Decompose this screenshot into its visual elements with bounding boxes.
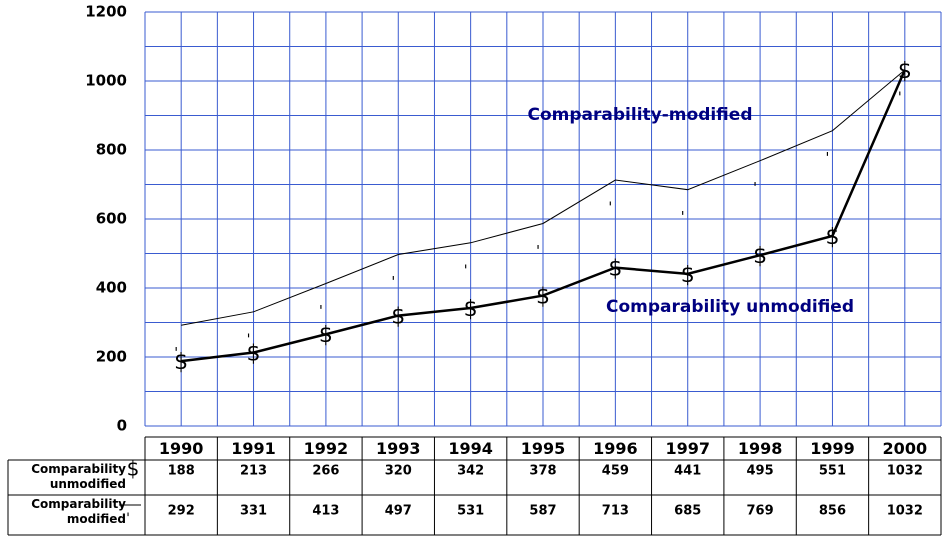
- x-tick-label: 1994: [448, 439, 493, 458]
- annotation: Comparability unmodified: [606, 297, 854, 317]
- row-label: Comparability unmodified: [31, 462, 126, 491]
- series-line: [181, 69, 906, 363]
- x-tick-label: 2000: [883, 439, 928, 458]
- table-value: 551: [819, 464, 846, 479]
- marker: $: [608, 257, 622, 282]
- marker: $: [898, 59, 912, 84]
- table-value: 266: [312, 464, 339, 479]
- x-tick-label: 1995: [521, 439, 566, 458]
- row-label-text: Comparability unmodified: [31, 462, 126, 491]
- table-value: 188: [168, 464, 195, 479]
- marker: $: [319, 323, 333, 348]
- table-value: 685: [674, 504, 701, 519]
- marker: ': [681, 210, 685, 226]
- marker: $: [247, 342, 261, 367]
- x-tick-label: 1993: [376, 439, 421, 458]
- table-value: 342: [457, 464, 484, 479]
- marker: ': [826, 151, 830, 167]
- y-tick-label: 200: [96, 348, 127, 366]
- x-tick-label: 1991: [231, 439, 276, 458]
- table-value: 497: [385, 504, 412, 519]
- marker: ': [391, 275, 395, 291]
- x-tick-label: 1996: [593, 439, 638, 458]
- table-value: 1032: [887, 504, 923, 519]
- marker: $: [825, 225, 839, 250]
- table-value: 213: [240, 464, 267, 479]
- y-tick-label: 400: [96, 279, 127, 297]
- table-value: 1032: [887, 464, 923, 479]
- table-value: 413: [312, 504, 339, 519]
- marker: $: [753, 244, 767, 269]
- x-tick-label: 1999: [810, 439, 855, 458]
- marker: ': [174, 345, 178, 361]
- table-value: 769: [747, 504, 774, 519]
- table-value: 378: [529, 464, 556, 479]
- x-tick-label: 1992: [304, 439, 349, 458]
- y-tick-label: 1000: [85, 72, 127, 90]
- marker: ': [898, 90, 902, 106]
- marker: ': [247, 332, 251, 348]
- marker: ': [753, 181, 757, 197]
- marker: $: [464, 297, 478, 322]
- y-tick-label: 1200: [85, 3, 127, 21]
- y-tick-label: 800: [96, 141, 127, 159]
- y-tick-label: 0: [117, 417, 127, 435]
- annotation: Comparability-modified: [528, 105, 753, 125]
- table-value: 713: [602, 504, 629, 519]
- legend-marker: ': [126, 512, 130, 527]
- table-value: 459: [602, 464, 629, 479]
- row-label: Comparability modified: [31, 497, 126, 526]
- marker: ': [536, 243, 540, 259]
- x-tick-label: 1990: [159, 439, 204, 458]
- marker: $: [174, 350, 188, 375]
- marker: ': [464, 263, 468, 279]
- table-value: 441: [674, 464, 701, 479]
- legend-marker: $: [127, 457, 140, 481]
- table-value: 495: [747, 464, 774, 479]
- table-value: 292: [168, 504, 195, 519]
- table-value: 331: [240, 504, 267, 519]
- x-tick-label: 1998: [738, 439, 783, 458]
- marker: $: [536, 285, 550, 310]
- y-tick-label: 600: [96, 210, 127, 228]
- table-value: 587: [529, 504, 556, 519]
- series-line: [181, 69, 906, 326]
- table-value: 856: [819, 504, 846, 519]
- table-value: 531: [457, 504, 484, 519]
- marker: ': [319, 304, 323, 320]
- x-tick-label: 1997: [665, 439, 710, 458]
- row-label-text: Comparability modified: [31, 497, 126, 526]
- table-value: 320: [385, 464, 412, 479]
- marker: ': [608, 200, 612, 216]
- marker: $: [681, 263, 695, 288]
- marker: $: [391, 305, 405, 330]
